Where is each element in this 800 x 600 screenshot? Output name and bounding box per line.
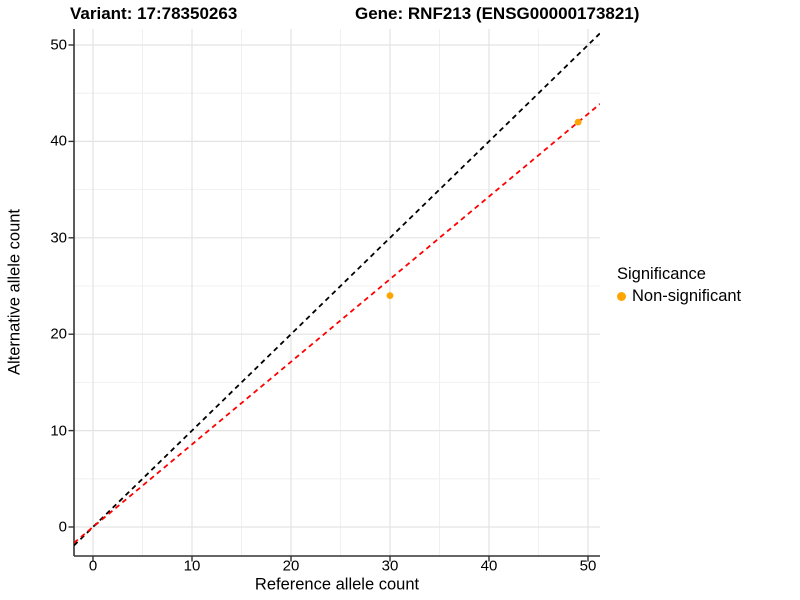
legend: Significance Non-significant — [617, 265, 741, 306]
dot-icon — [617, 292, 626, 301]
x-tick-label: 30 — [381, 557, 399, 575]
x-tick-label: 50 — [579, 557, 597, 575]
data-point — [574, 118, 582, 126]
data-point — [386, 292, 394, 300]
x-tick-label: 0 — [88, 557, 98, 575]
identity-line — [74, 32, 600, 547]
x-tick-label: 20 — [282, 557, 300, 575]
variant-title: Variant: 17:78350263 — [70, 4, 238, 23]
fit-line — [74, 103, 600, 544]
gene-title: Gene: RNF213 (ENSG00000173821) — [355, 4, 640, 23]
legend-item-label: Non-significant — [632, 287, 742, 305]
y-tick-label: 0 — [58, 518, 67, 536]
legend-item: Non-significant — [617, 287, 741, 306]
y-tick-label: 10 — [50, 422, 67, 440]
legend-title: Significance — [617, 265, 706, 283]
y-tick-label: 50 — [50, 36, 67, 54]
y-tick-label: 40 — [50, 132, 67, 150]
y-tick-label: 30 — [50, 229, 67, 247]
y-axis-title: Alternative allele count — [5, 208, 24, 376]
y-tick-label: 20 — [50, 325, 67, 343]
x-tick-label: 40 — [480, 557, 498, 575]
x-tick-label: 10 — [183, 557, 201, 575]
x-axis-title: Reference allele count — [254, 575, 420, 594]
